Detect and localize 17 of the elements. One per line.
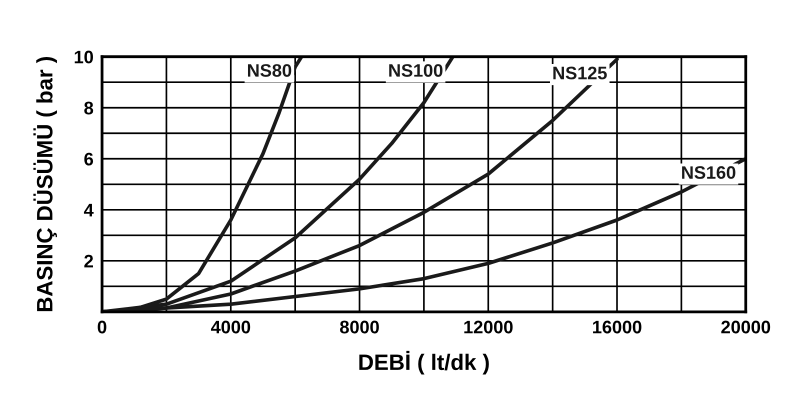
- y-tick-label: 10: [74, 50, 93, 64]
- x-tick-label: 0: [98, 320, 106, 334]
- y-tick-label: 6: [84, 152, 94, 166]
- x-tick-label: 8000: [340, 320, 379, 334]
- x-tick-label: 16000: [593, 320, 642, 334]
- x-tick-label: 20000: [721, 320, 770, 334]
- series-label: NS100: [389, 64, 442, 77]
- y-tick-label: 8: [84, 102, 94, 114]
- x-axis-title: DEBİ ( lt/dk ): [359, 350, 489, 375]
- y-tick-label: 4: [84, 204, 94, 216]
- series-label: NS125: [553, 66, 607, 80]
- x-tick-label: 4000: [210, 320, 250, 334]
- y-tick-label: 2: [84, 254, 93, 268]
- x-tick-label: 12000: [464, 320, 513, 334]
- y-axis-title: BASINÇ DÜSÜMÜ ( bar ): [33, 56, 57, 312]
- series-label: NS80: [248, 64, 292, 77]
- series-label: NS160: [682, 166, 736, 179]
